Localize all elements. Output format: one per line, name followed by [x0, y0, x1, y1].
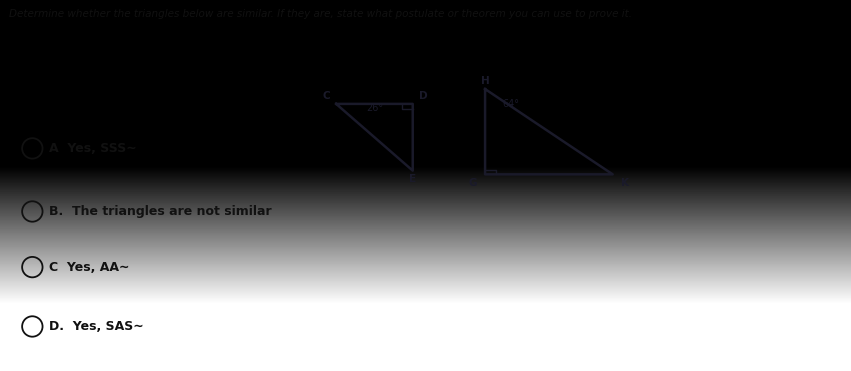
- Text: B.  The triangles are not similar: B. The triangles are not similar: [49, 205, 272, 218]
- Text: H: H: [481, 76, 489, 86]
- Text: E: E: [409, 174, 416, 184]
- Text: K: K: [620, 178, 629, 187]
- Text: C: C: [323, 91, 329, 101]
- Text: Determine whether the triangles below are similar. If they are, state what postu: Determine whether the triangles below ar…: [9, 9, 631, 19]
- Text: 64°: 64°: [502, 99, 519, 109]
- Text: D.  Yes, SAS∼: D. Yes, SAS∼: [49, 320, 144, 333]
- Text: 26°: 26°: [366, 103, 383, 112]
- Text: G: G: [469, 178, 477, 187]
- Text: A  Yes, SSS∼: A Yes, SSS∼: [49, 142, 137, 155]
- Text: C  Yes, AA∼: C Yes, AA∼: [49, 260, 130, 274]
- Text: D: D: [419, 91, 427, 101]
